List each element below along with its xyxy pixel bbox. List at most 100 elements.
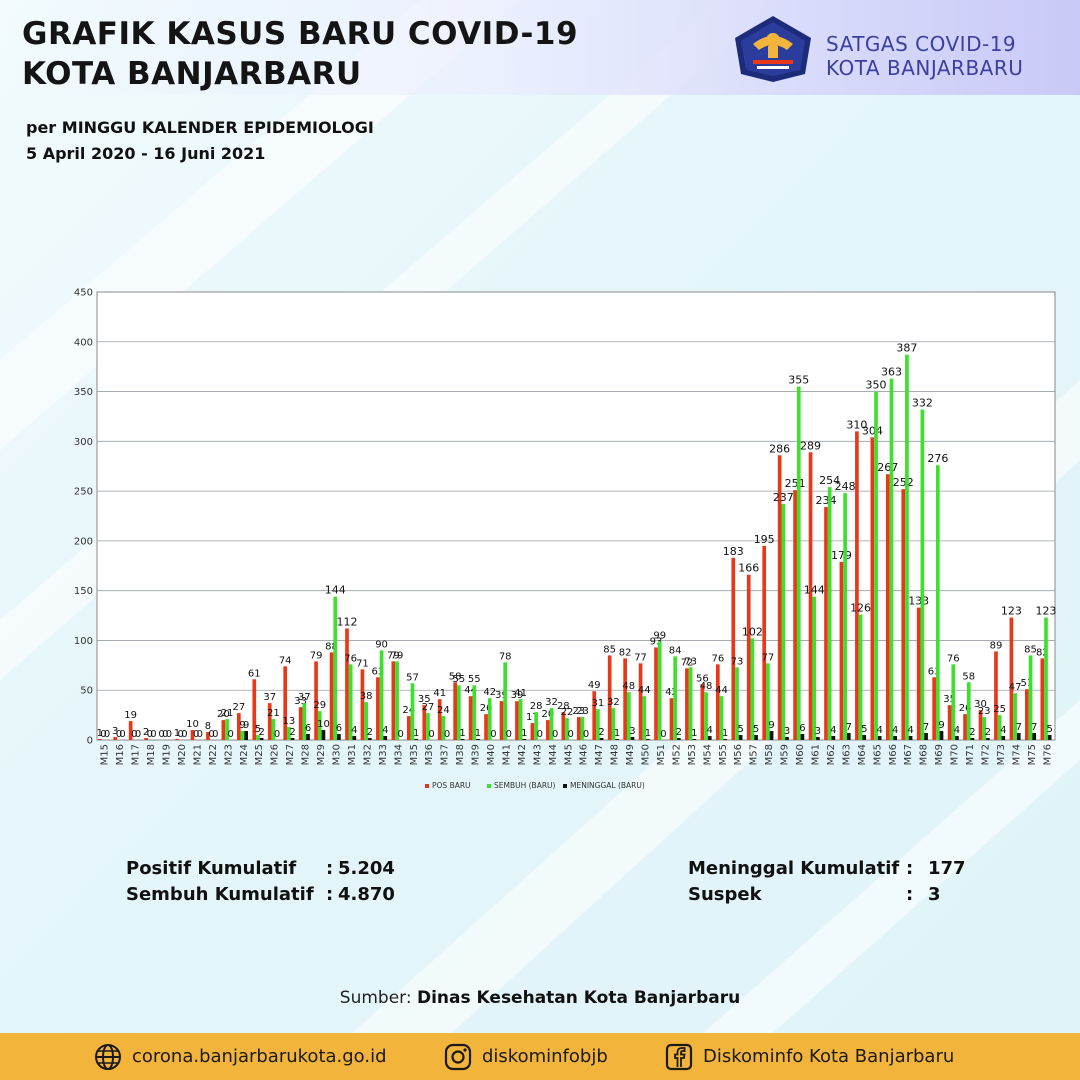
data-label: 3 [112,726,118,737]
bar-pos-baru [113,737,118,740]
bar-sembuh-baru [348,664,353,740]
bar-pos-baru [731,557,736,740]
bar-sembuh-baru [271,719,276,740]
data-label: 48 [700,681,713,692]
data-label: 61 [248,668,261,679]
bar-sembuh-baru [766,663,770,740]
facebook-icon [665,1043,693,1070]
weekly-cases-bar-chart: 050100150200250300350400450100M15300M161… [74,288,1057,791]
data-label: 5 [1046,724,1052,735]
stat-positif-value: 5.204 [338,858,395,879]
bar-sembuh-baru [1013,693,1017,740]
data-label: 30 [974,699,987,710]
globe-icon [95,1043,121,1070]
page-title: GRAFIK KASUS BARU COVID-19 [22,16,579,52]
bar-sembuh-baru [1044,617,1048,740]
bar-meninggal-baru [646,739,650,740]
data-label: 27 [422,702,435,713]
bar-sembuh-baru [240,731,245,740]
bar-meninggal-baru [290,738,295,740]
data-label: 276 [927,452,948,465]
x-tick-label: M47 [594,744,605,765]
data-label: 21 [221,708,234,719]
bar-pos-baru [298,707,303,740]
data-label: 126 [850,602,871,615]
data-label: 0 [147,729,153,740]
bar-meninggal-baru [785,737,789,740]
data-label: 195 [754,533,775,546]
data-label: 28 [557,701,570,712]
bar-sembuh-baru [626,692,631,740]
data-label: 55 [468,674,481,685]
data-label: 310 [846,418,867,431]
bar-meninggal-baru [460,739,465,740]
y-tick-label: 50 [80,686,93,697]
footer-website[interactable]: corona.banjarbarukota.go.id [94,1033,387,1080]
data-label: 4 [707,725,713,736]
data-label: 5 [753,724,759,735]
data-label: 2 [143,727,149,738]
data-label: 8 [205,721,211,732]
footer-instagram[interactable]: diskominfobjb [444,1033,608,1080]
data-label: 79 [310,650,323,661]
bar-pos-baru [468,696,473,740]
x-tick-label: M30 [332,744,343,765]
data-label: 4 [1000,725,1006,736]
data-label: 1 [645,728,651,739]
x-tick-label: M73 [996,744,1007,765]
source-name: Dinas Kesehatan Kota Banjarbaru [416,988,741,1008]
x-tick-label: M55 [718,744,729,765]
data-label: 166 [738,562,759,575]
data-label: 85 [603,644,616,655]
bar-pos-baru [236,713,241,740]
data-label: 3 [784,726,790,737]
instagram-icon [444,1043,472,1070]
x-tick-label: M23 [223,744,234,765]
bar-pos-baru [685,668,689,740]
legend-pos-baru-swatch [425,784,429,788]
data-label: 74 [279,655,292,666]
data-label: 32 [607,697,620,708]
data-label: 13 [282,716,295,727]
data-label: 144 [804,584,825,597]
x-tick-label: M63 [841,744,852,765]
bar-sembuh-baru [596,709,600,740]
x-tick-label: M51 [656,744,667,765]
data-label: 79 [387,650,400,661]
bar-meninggal-baru [893,736,897,740]
data-label: 0 [150,729,156,740]
data-label: 1 [97,728,103,739]
bar-sembuh-baru [673,656,677,740]
bar-meninggal-baru [831,736,836,740]
bar-pos-baru [824,507,828,740]
data-label: 1 [475,728,481,739]
data-label: 6 [305,723,311,734]
x-tick-label: M39 [471,744,482,765]
bar-pos-baru [128,721,133,740]
stat-sembuh-value: 4.870 [338,884,395,905]
data-label: 10 [317,719,330,730]
data-label: 5 [255,724,261,735]
data-label: 0 [398,729,404,740]
bar-meninggal-baru [599,738,604,740]
x-tick-label: M38 [455,744,466,765]
x-tick-label: M34 [393,744,404,765]
bar-sembuh-baru [704,692,708,740]
bar-pos-baru [978,710,983,740]
bar-meninggal-baru [1001,736,1006,740]
data-label: 254 [819,474,840,487]
bar-pos-baru [1025,689,1029,740]
footer-facebook[interactable]: Diskominfo Kota Banjarbaru [665,1033,954,1080]
data-label: 82 [1036,647,1049,658]
x-tick-label: M15 [100,744,111,765]
data-label: 1 [459,728,465,739]
data-label: 3 [629,726,635,737]
data-label: 355 [788,374,809,387]
bar-sembuh-baru [256,735,260,740]
data-label: 58 [962,671,975,682]
data-label: 37 [298,692,311,703]
bar-sembuh-baru [441,716,446,740]
x-tick-label: M19 [162,744,173,765]
bar-pos-baru [422,705,427,740]
data-label: 0 [212,729,218,740]
